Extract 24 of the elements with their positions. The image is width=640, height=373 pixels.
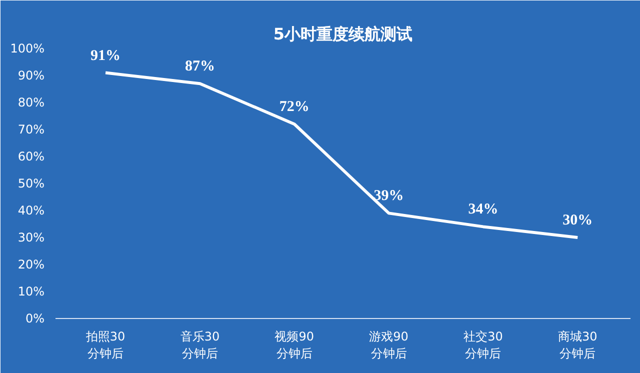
x-tick-label: 游戏90 分钟后 (369, 330, 408, 360)
data-label: 34% (468, 202, 498, 218)
y-tick-label: 30% (18, 230, 44, 244)
data-label: 72% (279, 99, 310, 116)
y-tick-label: 70% (18, 122, 44, 136)
data-label: 87% (184, 58, 215, 75)
y-tick-label: 10% (18, 284, 44, 298)
y-tick-label: 60% (18, 150, 44, 164)
y-tick-label: 50% (18, 176, 44, 190)
data-label: 30% (562, 212, 593, 228)
x-tick-label: 音乐30 分钟后 (180, 330, 220, 360)
x-tick-label: 商城30 分钟后 (558, 330, 598, 360)
y-tick-label: 100% (10, 42, 45, 56)
y-tick-label: 90% (18, 68, 44, 82)
x-tick-label: 视频90 分钟后 (274, 330, 314, 360)
y-tick-label: 20% (18, 258, 44, 272)
chart-title: 5小时重度续航测试 (273, 24, 413, 44)
y-tick-label: 40% (18, 204, 44, 218)
x-tick-label: 拍照30 分钟后 (84, 330, 126, 360)
x-tick-label: 社交30 分钟后 (464, 330, 503, 360)
y-tick-label: 80% (18, 96, 44, 110)
y-tick-label: 0% (25, 312, 45, 326)
data-label: 39% (374, 188, 404, 204)
data-label: 91% (90, 48, 121, 64)
